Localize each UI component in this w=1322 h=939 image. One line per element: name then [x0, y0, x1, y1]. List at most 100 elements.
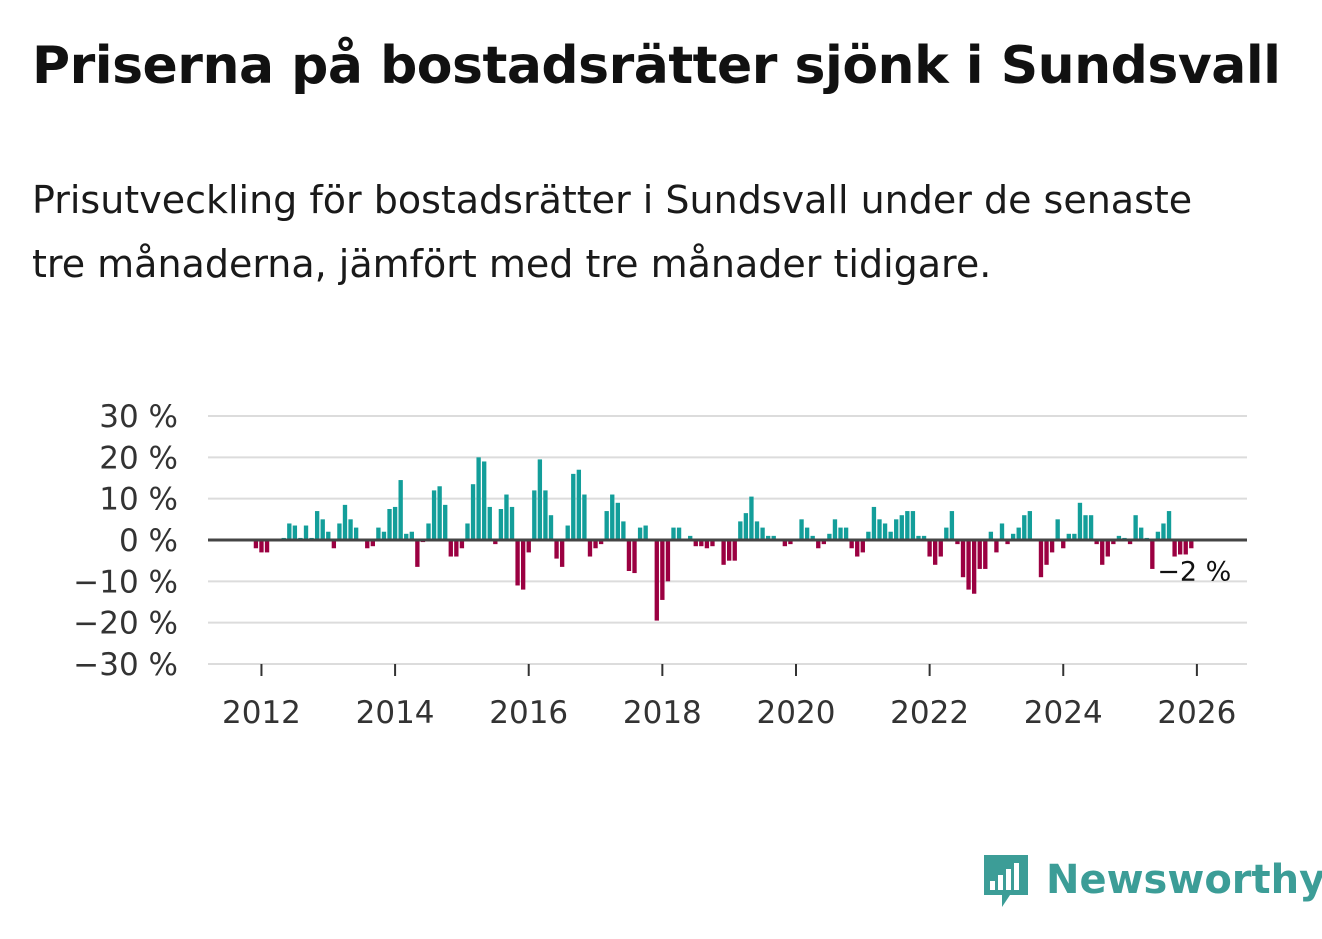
- bar: [1066, 533, 1071, 540]
- bar: [944, 527, 949, 540]
- bar: [526, 540, 531, 553]
- bar: [381, 531, 387, 540]
- bar: [559, 540, 565, 567]
- bar: [565, 525, 570, 540]
- bar: [1010, 533, 1016, 540]
- bar: [1005, 540, 1010, 545]
- x-tick-label: 2020: [757, 695, 836, 731]
- bar: [543, 490, 548, 540]
- bar: [604, 511, 609, 540]
- bar: [493, 540, 498, 545]
- bar: [866, 531, 871, 540]
- bar: [710, 540, 715, 547]
- bar: [431, 490, 437, 540]
- bar: [1072, 533, 1077, 540]
- bar: [404, 533, 409, 540]
- bar: [771, 535, 776, 540]
- y-tick-label: 0 %: [119, 523, 178, 559]
- bar: [1049, 540, 1055, 553]
- bar: [1116, 535, 1122, 540]
- bar: [955, 540, 960, 545]
- bar: [899, 515, 904, 540]
- bar: [587, 540, 593, 557]
- bar: [860, 540, 865, 553]
- bar: [448, 540, 453, 557]
- x-tick-label: 2016: [489, 695, 568, 731]
- bar: [704, 540, 710, 549]
- bar: [532, 490, 537, 540]
- bar: [938, 540, 943, 557]
- bar: [721, 540, 726, 565]
- bar: [643, 525, 648, 540]
- bar: [1022, 515, 1027, 540]
- bar: [548, 515, 554, 540]
- bar: [409, 531, 414, 540]
- bar: [376, 527, 381, 540]
- bar: [971, 540, 977, 594]
- bar: [855, 540, 860, 557]
- bar: [632, 540, 637, 574]
- bar: [832, 519, 838, 540]
- bar: [326, 531, 331, 540]
- bar: [398, 480, 403, 540]
- bar: [743, 513, 749, 540]
- bar: [1038, 540, 1044, 578]
- bar-chart-logo-icon: [984, 855, 1028, 907]
- bar: [660, 540, 665, 600]
- bar: [576, 469, 582, 540]
- bar: [827, 533, 832, 540]
- bar: [821, 540, 826, 545]
- bar: [804, 527, 810, 540]
- bar: [1183, 540, 1188, 555]
- bar: [292, 525, 298, 540]
- bar: [504, 494, 509, 540]
- chart-subtitle: Prisutveckling för bostadsrätter i Sunds…: [32, 178, 1193, 286]
- bar: [960, 540, 966, 578]
- bar: [871, 506, 877, 540]
- bar: [392, 506, 398, 540]
- bar: [665, 540, 671, 582]
- bar: [515, 540, 520, 586]
- bar: [498, 509, 504, 540]
- bar: [843, 527, 849, 540]
- y-tick-label: 30 %: [99, 399, 178, 435]
- bar: [977, 540, 982, 569]
- bar: [760, 527, 765, 540]
- bar: [1044, 540, 1049, 565]
- bar: [1105, 540, 1110, 557]
- axes: 30 % 20 % 10 % 0 % −10 % −20 % −30 % 2012 2014 20…: [73, 399, 1247, 731]
- bar: [1088, 515, 1094, 540]
- bar: [615, 502, 620, 540]
- x-tick-label: 2014: [356, 695, 435, 731]
- bar: [571, 473, 576, 540]
- bar: [983, 540, 988, 569]
- bar: [598, 540, 604, 545]
- bar: [264, 540, 270, 553]
- bar: [1016, 527, 1021, 540]
- bar: [303, 525, 309, 540]
- bar: [749, 496, 754, 540]
- bar: [882, 523, 888, 540]
- bar: [1055, 519, 1060, 540]
- bar: [437, 486, 442, 540]
- bar: [509, 506, 515, 540]
- bar: [314, 511, 320, 540]
- bar: [788, 540, 793, 545]
- bar: [1178, 540, 1183, 555]
- logo-text: Newsworthy: [1046, 857, 1322, 903]
- bar: [1100, 540, 1105, 565]
- bar: [337, 523, 342, 540]
- y-tick-label: 20 %: [99, 440, 178, 476]
- bar: [877, 519, 882, 540]
- bar: [259, 540, 264, 553]
- bar: [470, 484, 476, 540]
- bar: [1133, 515, 1138, 540]
- bar: [415, 540, 420, 567]
- x-tick-label: 2026: [1157, 695, 1236, 731]
- bar: [732, 540, 737, 561]
- bar: [654, 540, 659, 621]
- x-tick-label: 2022: [890, 695, 969, 731]
- bar: [754, 521, 760, 540]
- bar: [1094, 540, 1099, 545]
- bar: [1189, 540, 1194, 549]
